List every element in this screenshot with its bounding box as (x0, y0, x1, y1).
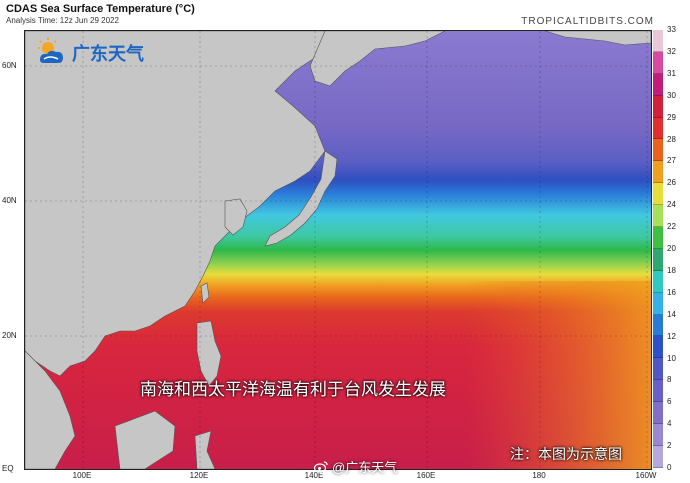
weibo-watermark: @广东天气 (314, 457, 397, 476)
sun-cloud-icon (38, 38, 63, 63)
colorbar-segment (653, 445, 663, 468)
lat-label-eq: EQ (2, 464, 14, 473)
weibo-icon (314, 460, 328, 473)
lon-label-180: 180 (532, 471, 546, 480)
colorbar-segment (653, 51, 663, 74)
land-taiwan (200, 282, 210, 304)
colorbar-tick-label: 29 (667, 112, 676, 122)
land-indochina (25, 350, 76, 469)
colorbar-tick-label: 6 (667, 397, 672, 407)
analysis-time: Analysis Time: 12z Jun 29 2022 (6, 16, 119, 25)
colorbar-segment (653, 248, 663, 271)
land-philippines (196, 320, 222, 387)
east-pacific-warm-band (465, 281, 651, 469)
colorbar-tick-label: 30 (667, 90, 676, 100)
colorbar-tick-label: 32 (667, 46, 676, 56)
colorbar-segment (653, 30, 663, 52)
source-label: TROPICALTIDBITS.COM (521, 16, 654, 27)
colorbar-segment (653, 380, 663, 403)
lat-label-60n: 60N (2, 61, 17, 70)
colorbar-tick-label: 16 (667, 287, 676, 297)
caption-text: 南海和西太平洋海温有利于台风发生发展 (140, 380, 446, 399)
colorbar-segment (653, 95, 663, 118)
colorbar-tick-label: 33 (667, 25, 676, 34)
lon-label-120e: 120E (189, 471, 209, 480)
colorbar-segment (653, 336, 663, 359)
colorbar (653, 30, 663, 468)
colorbar-segment (653, 73, 663, 96)
colorbar-segment (653, 161, 663, 184)
colorbar-tick-label: 28 (667, 134, 676, 144)
land-asia (25, 31, 326, 377)
lat-label-40n: 40N (2, 196, 17, 205)
chart-title: CDAS Sea Surface Temperature (°C) (6, 3, 195, 15)
colorbar-segment (653, 139, 663, 162)
colorbar-tick-label: 10 (667, 353, 676, 363)
lat-label-20n: 20N (2, 331, 17, 340)
sst-map-canvas (25, 31, 651, 469)
lon-label-160e: 160E (416, 471, 436, 480)
land-kamchatka (309, 31, 446, 87)
colorbar-segment (653, 424, 663, 446)
colorbar-tick-label: 0 (667, 463, 672, 472)
colorbar-tick-label: 26 (667, 178, 676, 188)
colorbar-segment (653, 183, 663, 206)
land-borneo (114, 410, 176, 469)
land-sulawesi (194, 430, 216, 469)
disclaimer-note: 注：本图为示意图 (510, 446, 622, 462)
colorbar-segment (653, 402, 663, 425)
colorbar-segment (653, 314, 663, 337)
colorbar-tick-label: 14 (667, 309, 676, 319)
land-korea (224, 198, 248, 236)
colorbar-tick-label: 20 (667, 244, 676, 253)
colorbar-tick-label: 4 (667, 419, 672, 429)
colorbar-tick-label: 27 (667, 156, 676, 166)
colorbar-segment (653, 117, 663, 140)
colorbar-tick-label: 22 (667, 222, 676, 232)
colorbar-tick-label: 8 (667, 375, 672, 385)
colorbar-segment (653, 358, 663, 381)
brand-logo: 广东天气 (36, 38, 144, 68)
colorbar-segment (653, 292, 663, 315)
lon-label-140e: 140E (304, 471, 324, 480)
colorbar-tick-label: 12 (667, 331, 676, 341)
colorbar-tick-label: 24 (667, 200, 676, 210)
colorbar-segment (653, 270, 663, 293)
sst-map (24, 30, 652, 470)
colorbar-tick-label: 31 (667, 68, 676, 78)
logo-text: 广东天气 (72, 44, 144, 64)
colorbar-segment (653, 205, 663, 228)
weibo-watermark-text: @广东天气 (332, 460, 398, 475)
land-japan (264, 150, 338, 247)
land-alaska (544, 31, 651, 46)
colorbar-tick-label: 2 (667, 441, 672, 451)
graticule (25, 31, 651, 469)
colorbar-segment (653, 227, 663, 249)
lon-label-100e: 100E (72, 471, 92, 480)
lon-label-160w: 160W (635, 471, 657, 480)
colorbar-tick-label: 18 (667, 265, 676, 275)
